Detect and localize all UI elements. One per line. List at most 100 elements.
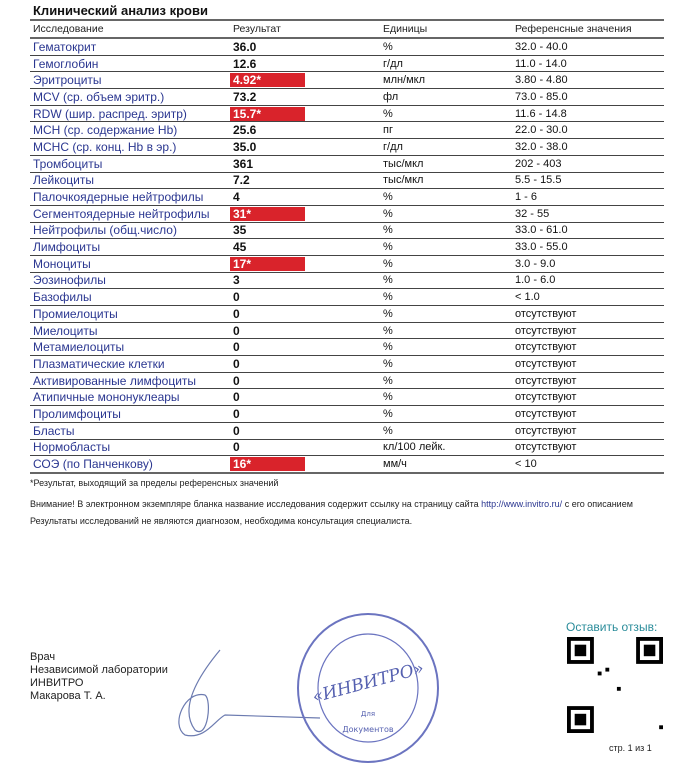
test-name-link[interactable]: Нормобласты <box>30 439 230 457</box>
unit: тыс/мкл <box>380 172 512 190</box>
table-row: Тромбоциты 361 тыс/мкл 202 - 403 <box>30 155 664 173</box>
test-name-link[interactable]: Сегментоядерные нейтрофилы <box>30 205 230 223</box>
result-text: 0 <box>233 406 240 421</box>
table-row: Промиелоциты 0 % отсутствуют <box>30 305 664 323</box>
unit: % <box>380 255 512 273</box>
test-name-link[interactable]: Эритроциты <box>30 71 230 90</box>
unit: % <box>380 105 512 123</box>
table-row: Моноциты 17* % 3.0 - 9.0 <box>30 255 664 273</box>
reference-range: 11.6 - 14.8 <box>512 105 664 123</box>
test-name-link[interactable]: Метамиелоциты <box>30 338 230 357</box>
page-number: стр. 1 из 1 <box>609 743 652 753</box>
result-value: 0 <box>230 372 380 390</box>
unit: г/дл <box>380 138 512 156</box>
table-row: Пролимфоциты 0 % отсутствуют <box>30 405 664 423</box>
unit: фл <box>380 88 512 106</box>
test-name-link[interactable]: Активированные лимфоциты <box>30 372 230 390</box>
table-row: MCHC (ср. конц. Hb в эр.) 35.0 г/дл 32.0… <box>30 138 664 156</box>
unit: % <box>380 355 512 373</box>
result-text: 0 <box>233 340 240 355</box>
test-name-link[interactable]: Бласты <box>30 422 230 440</box>
unit: % <box>380 188 512 206</box>
test-name-link[interactable]: MCH (ср. содержание Hb) <box>30 121 230 140</box>
test-name-link[interactable]: Лимфоциты <box>30 238 230 256</box>
reference-range: 32.0 - 38.0 <box>512 138 664 156</box>
test-name-link[interactable]: Гематокрит <box>30 38 230 56</box>
result-value: 0 <box>230 355 380 373</box>
result-text: 36.0 <box>233 39 257 54</box>
unit: % <box>380 205 512 223</box>
reference-range: отсутствуют <box>512 338 664 357</box>
invitro-link[interactable]: http://www.invitro.ru/ <box>481 498 563 509</box>
table-row: Эритроциты 4.92* млн/мкл 3.80 - 4.80 <box>30 71 664 90</box>
test-name-link[interactable]: Палочкоядерные нейтрофилы <box>30 188 230 206</box>
result-text: 0 <box>233 290 240 305</box>
result-value: 3 <box>230 272 380 290</box>
col-test: Исследование <box>30 19 230 39</box>
reference-range: 202 - 403 <box>512 155 664 173</box>
reference-range: 33.0 - 55.0 <box>512 238 664 256</box>
reference-range: 32.0 - 40.0 <box>512 38 664 56</box>
unit: % <box>380 372 512 390</box>
table-row: Гемоглобин 12.6 г/дл 11.0 - 14.0 <box>30 55 664 73</box>
test-name-link[interactable]: Моноциты <box>30 255 230 273</box>
test-name-link[interactable]: Лейкоциты <box>30 172 230 190</box>
test-name-link[interactable]: Плазматические клетки <box>30 355 230 373</box>
test-name-link[interactable]: Нейтрофилы (общ.число) <box>30 222 230 240</box>
table-row: Лейкоциты 7.2 тыс/мкл 5.5 - 15.5 <box>30 172 664 190</box>
test-name-link[interactable]: Гемоглобин <box>30 55 230 73</box>
result-value: 45 <box>230 238 380 256</box>
result-value: 7.2 <box>230 172 380 190</box>
svg-text:Документов: Документов <box>342 725 393 734</box>
test-name-link[interactable]: MCHC (ср. конц. Hb в эр.) <box>30 138 230 156</box>
reference-range: 33.0 - 61.0 <box>512 222 664 240</box>
table-row: Бласты 0 % отсутствуют <box>30 422 664 440</box>
result-value: 31* <box>230 205 380 223</box>
result-value: 0 <box>230 388 380 407</box>
unit: пг <box>380 121 512 140</box>
doctor-lab: Независимой лаборатории <box>30 664 168 676</box>
test-name-link[interactable]: Миелоциты <box>30 322 230 340</box>
test-name-link[interactable]: RDW (шир. распред. эритр) <box>30 105 230 123</box>
signature <box>178 649 320 737</box>
warning-before: Внимание! В электронном экземпляре бланк… <box>30 498 482 509</box>
result-text: 361 <box>233 156 254 171</box>
test-name-link[interactable]: СОЭ (по Панченкову) <box>30 455 230 474</box>
table-row: MCH (ср. содержание Hb) 25.6 пг 22.0 - 3… <box>30 121 664 140</box>
test-name-link[interactable]: Пролимфоциты <box>30 405 230 423</box>
doctor-name: Макарова Т. А. <box>30 690 106 702</box>
abnormal-result: 17* <box>230 256 305 271</box>
test-name-link[interactable]: Тромбоциты <box>30 155 230 173</box>
result-text: 0 <box>233 306 240 321</box>
test-name-link[interactable]: Атипичные мононуклеары <box>30 388 230 407</box>
test-name-link[interactable]: Эозинофилы <box>30 272 230 290</box>
unit: % <box>380 222 512 240</box>
table-row: Нейтрофилы (общ.число) 35 % 33.0 - 61.0 <box>30 222 664 240</box>
abnormal-result: 15.7* <box>230 106 305 121</box>
reference-range: 3.0 - 9.0 <box>512 255 664 273</box>
reference-range: 73.0 - 85.0 <box>512 88 664 106</box>
unit: % <box>380 338 512 357</box>
result-value: 25.6 <box>230 121 380 140</box>
doctor-block: Врач Независимой лаборатории ИНВИТРО Мак… <box>30 651 168 703</box>
result-value: 0 <box>230 338 380 357</box>
disclaimer: Результаты исследований не являются диаг… <box>30 515 413 526</box>
unit: % <box>380 322 512 340</box>
table-row: Эозинофилы 3 % 1.0 - 6.0 <box>30 272 664 290</box>
result-value: 36.0 <box>230 38 380 56</box>
result-text: 12.6 <box>233 56 257 71</box>
result-value: 35.0 <box>230 138 380 156</box>
qr-code[interactable] <box>567 637 663 733</box>
reference-range: 11.0 - 14.0 <box>512 55 664 73</box>
test-name-link[interactable]: Базофилы <box>30 288 230 306</box>
table-row: Миелоциты 0 % отсутствуют <box>30 322 664 340</box>
report-body: Клинический анализ крови Исследование Ре… <box>30 2 664 527</box>
test-name-link[interactable]: MCV (ср. объем эритр.) <box>30 88 230 106</box>
result-text: 35 <box>233 223 247 238</box>
review-label: Оставить отзыв: <box>566 620 658 634</box>
table-row: Метамиелоциты 0 % отсутствуют <box>30 338 664 357</box>
test-name-link[interactable]: Промиелоциты <box>30 305 230 323</box>
table-row: СОЭ (по Панченкову) 16* мм/ч < 10 <box>30 455 664 474</box>
reference-range: отсутствуют <box>512 305 664 323</box>
